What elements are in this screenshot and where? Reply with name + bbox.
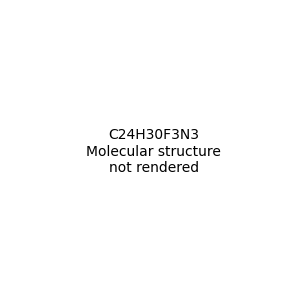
Text: C24H30F3N3
Molecular structure
not rendered: C24H30F3N3 Molecular structure not rende… [86, 128, 221, 175]
